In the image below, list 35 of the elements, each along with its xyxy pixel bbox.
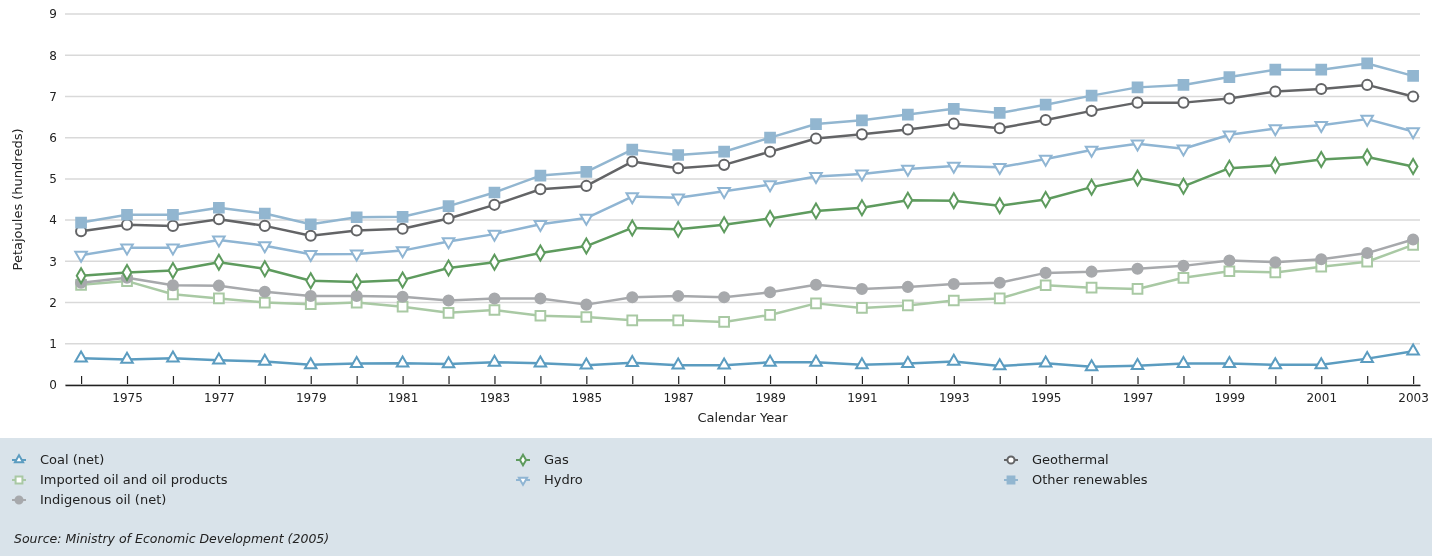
- x-tick-label: 1999: [1214, 390, 1246, 405]
- y-tick-label: 1: [49, 337, 57, 352]
- source-note: Source: Ministry of Economic Development (2005): [14, 531, 330, 546]
- y-tick-label: 3: [49, 254, 57, 269]
- x-tick-label: 1979: [295, 390, 327, 405]
- legend-label: Gas: [544, 452, 570, 467]
- x-tick-label: 1977: [204, 390, 235, 405]
- x-tick-label: 1983: [479, 390, 511, 405]
- x-tick-label: 1985: [571, 390, 603, 405]
- x-tick-label: 1975: [112, 390, 143, 405]
- y-tick-label: 4: [49, 213, 57, 228]
- x-tick-label: 1989: [755, 390, 786, 405]
- y-tick-label: 5: [49, 172, 57, 187]
- y-tick-label: 2: [49, 295, 57, 310]
- legend-label: Hydro: [544, 472, 583, 487]
- legend-label: Coal (net): [40, 452, 105, 467]
- x-tick-label: 1993: [939, 390, 970, 405]
- x-tick-label: 1981: [387, 390, 419, 405]
- legend-label: Geothermal: [1032, 452, 1109, 467]
- legend-label: Imported oil and oil products: [40, 472, 228, 487]
- y-tick-label: 9: [49, 7, 57, 22]
- y-tick-label: 7: [49, 89, 57, 104]
- x-tick-label: 1987: [663, 390, 694, 405]
- x-tick-label: 1995: [1030, 390, 1062, 405]
- x-tick-label: 2001: [1306, 390, 1338, 405]
- legend-label: Other renewables: [1032, 472, 1148, 487]
- x-tick-label: 2003: [1398, 390, 1429, 405]
- y-tick-label: 0: [49, 378, 57, 393]
- y-tick-label: 8: [49, 48, 57, 63]
- x-tick-label: 1997: [1122, 390, 1154, 405]
- y-tick-label: 6: [49, 131, 57, 146]
- y-axis-title: Petajoules (hundreds): [10, 128, 25, 271]
- x-tick-label: 1991: [847, 390, 878, 405]
- legend-label: Indigenous oil (net): [40, 492, 167, 507]
- x-axis-title: Calendar Year: [697, 410, 789, 425]
